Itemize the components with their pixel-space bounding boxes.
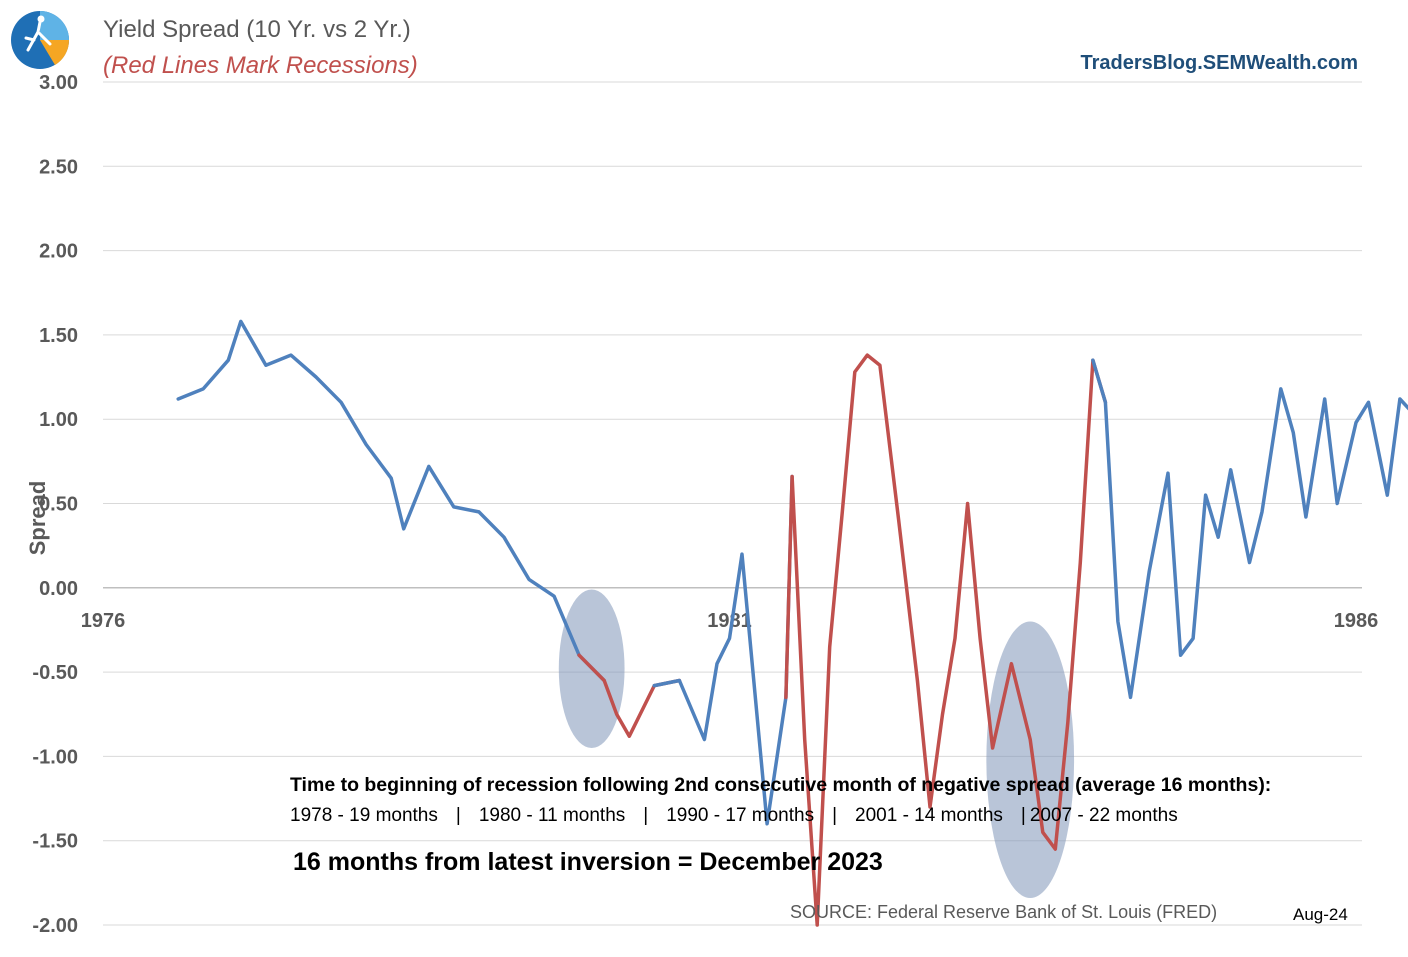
y-tick-label: 3.00: [39, 72, 78, 94]
semwealth-logo-icon: [11, 11, 70, 69]
y-tick-label: 2.50: [39, 156, 78, 178]
x-tick-label: 1976: [81, 610, 126, 632]
lead-time-heading: Time to beginning of recession following…: [290, 774, 1272, 796]
chart-subtitle: (Red Lines Mark Recessions): [103, 52, 418, 79]
lead-time-item: 2007 - 22 months: [1029, 805, 1178, 826]
spread-line-segment: [652, 474, 794, 826]
y-axis-label: Spread: [25, 480, 50, 556]
inversion-highlight: [986, 621, 1075, 899]
source-note: SOURCE: Federal Reserve Bank of St. Loui…: [790, 902, 1218, 922]
lead-time-item: 1978 - 19 months: [290, 805, 438, 826]
lead-time-item: 2001 - 14 months: [855, 805, 1003, 826]
y-tick-label: 1.00: [39, 409, 78, 431]
lead-time-item: 1990 - 17 months: [666, 805, 815, 826]
spread-line-segment: [1091, 358, 1408, 700]
x-tick-label: 1986: [1334, 610, 1379, 632]
y-tick-label: -0.50: [32, 662, 78, 684]
brand-link[interactable]: TradersBlog.SEMWealth.com: [1080, 52, 1358, 74]
as-of-date: Aug-24: [1293, 905, 1348, 924]
x-tick-label: 1981: [707, 610, 752, 632]
chart-title: Yield Spread (10 Yr. vs 2 Yr.): [103, 16, 411, 43]
spread-line-segment: [176, 319, 606, 683]
y-tick-label: 0.50: [39, 494, 78, 516]
lead-time-item: 1980 - 11 months: [478, 805, 626, 826]
y-tick-label: 0.00: [39, 578, 78, 600]
recession-segment: [784, 353, 1108, 927]
headline-annotation: 16 months from latest inversion = Decemb…: [293, 848, 883, 876]
y-tick-label: -1.50: [32, 831, 78, 853]
y-tick-label: -1.00: [32, 746, 78, 768]
lead-time-list: 1978 - 19 months | 1980 - 11 months | 1990 -…: [290, 805, 1178, 826]
y-tick-label: 2.00: [39, 241, 78, 263]
y-tick-label: -2.00: [32, 915, 78, 937]
y-tick-label: 1.50: [39, 325, 78, 347]
